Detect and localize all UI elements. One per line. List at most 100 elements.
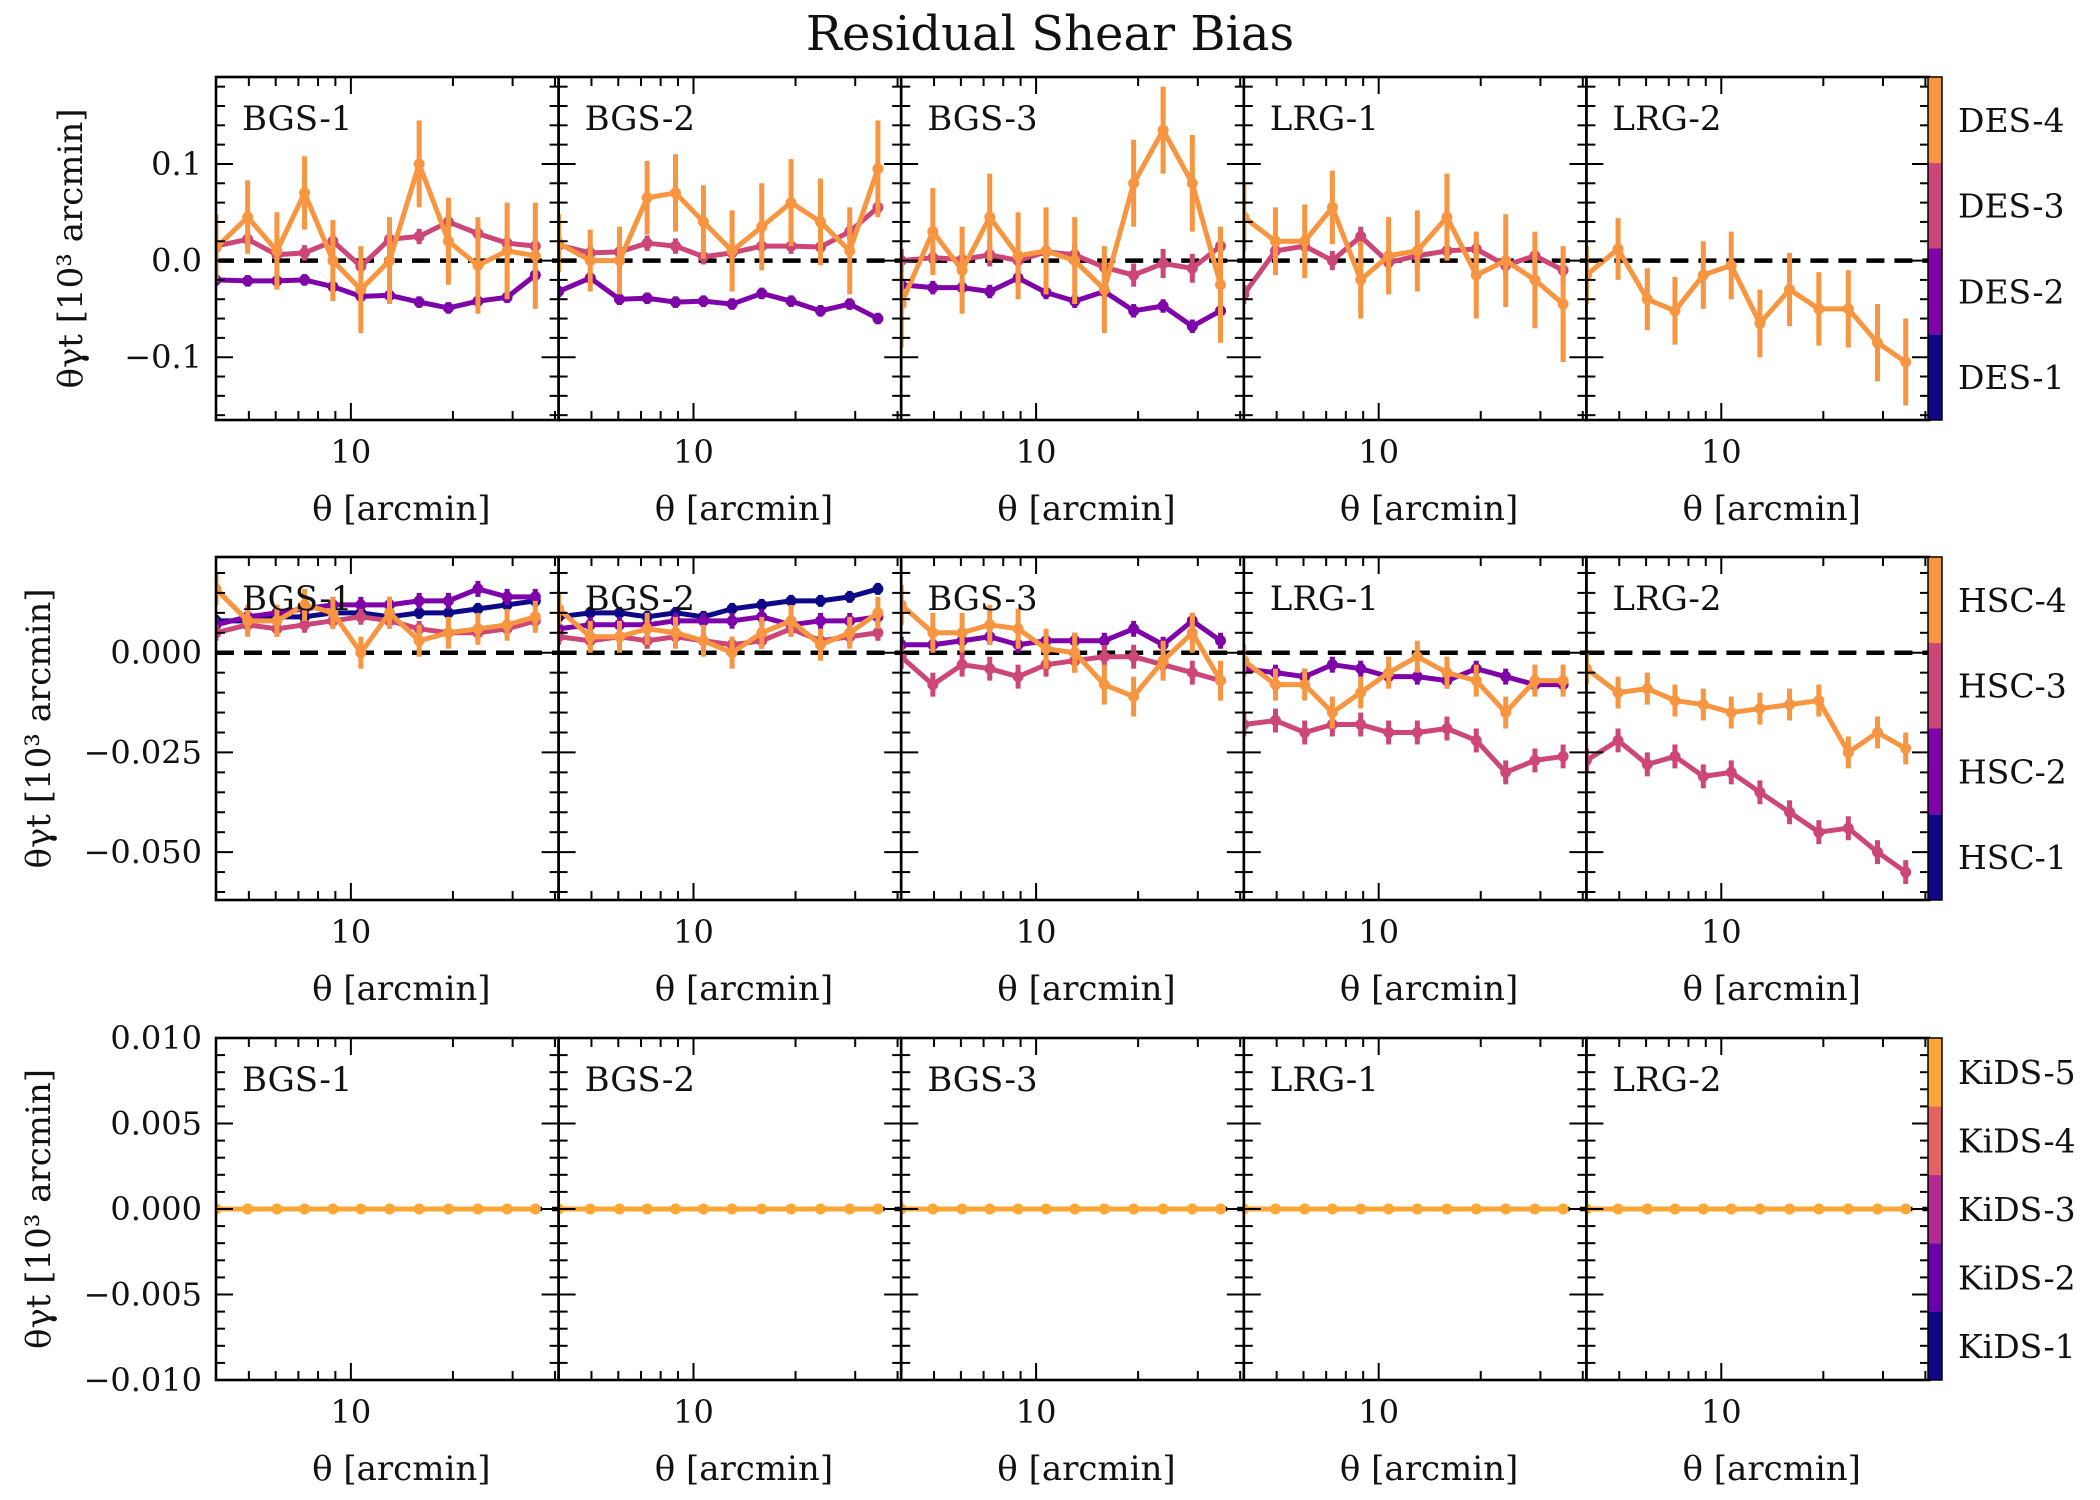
data-point	[529, 611, 541, 623]
data-point	[1215, 1203, 1227, 1215]
data-point	[785, 295, 797, 307]
data-point	[726, 603, 738, 615]
x-tick-label: 10	[1016, 433, 1057, 471]
data-point	[442, 1203, 454, 1215]
data-point	[614, 631, 626, 643]
data-point	[1355, 663, 1367, 675]
data-point	[584, 1203, 596, 1215]
data-point	[1383, 1203, 1395, 1215]
data-point	[901, 651, 907, 663]
data-point	[1069, 647, 1081, 659]
data-point	[1754, 317, 1766, 329]
data-point	[1784, 699, 1796, 711]
data-point	[641, 623, 653, 635]
data-point	[216, 583, 222, 595]
series-line	[1243, 718, 1564, 775]
x-tick-label: 10	[331, 1393, 372, 1431]
data-point	[1842, 822, 1854, 834]
data-point	[1557, 675, 1569, 687]
x-tick-label: 10	[673, 913, 714, 951]
data-point	[1012, 250, 1024, 262]
series-line	[1586, 666, 1907, 755]
data-point	[1725, 707, 1737, 719]
data-point	[872, 627, 884, 639]
data-point	[216, 242, 222, 254]
data-point	[472, 623, 484, 635]
data-point	[1243, 288, 1250, 300]
data-point	[472, 259, 484, 271]
colorbar-segment	[1928, 728, 1942, 815]
data-point	[1641, 683, 1653, 695]
data-point	[1813, 695, 1825, 707]
data-point	[1186, 627, 1198, 639]
data-point	[927, 679, 939, 691]
data-point	[299, 187, 311, 199]
data-point	[1128, 691, 1140, 703]
data-point	[1012, 623, 1024, 635]
data-point	[1529, 274, 1541, 286]
panel-label: BGS-2	[585, 579, 695, 619]
panel-label: LRG-2	[1612, 1060, 1721, 1100]
panel-lrg-2: 10 θ [arcmin] LRG-2	[1585, 555, 1931, 1009]
data-point	[1411, 726, 1423, 738]
data-point	[872, 313, 884, 325]
data-point	[1872, 1203, 1884, 1215]
data-point	[1098, 635, 1110, 647]
panel-lrg-2: 10 θ [arcmin] LRG-2	[1585, 75, 1931, 529]
data-point	[1098, 679, 1110, 691]
panel-label: LRG-2	[1612, 99, 1721, 139]
colorbar-label: KiDS-3	[1958, 1190, 2076, 1229]
data-point	[1411, 245, 1423, 257]
series-des-4	[1243, 170, 1569, 363]
data-point	[1813, 303, 1825, 315]
data-point	[1842, 303, 1854, 315]
series-hsc-4	[216, 572, 541, 669]
x-tick-label: 10	[1358, 913, 1399, 951]
series-kids-5	[558, 1203, 884, 1215]
series-hsc-4	[1243, 640, 1569, 729]
data-point	[1872, 726, 1884, 738]
data-point	[785, 615, 797, 627]
data-point	[641, 192, 653, 204]
data-point	[1900, 866, 1912, 878]
data-point	[697, 216, 709, 228]
data-point	[1669, 305, 1681, 317]
data-point	[442, 627, 454, 639]
series-group	[1586, 218, 1912, 406]
panel-bgs-3: 10 θ [arcmin] BGS-3	[899, 1036, 1246, 1489]
data-point	[1529, 1203, 1541, 1215]
data-point	[472, 583, 484, 595]
data-point	[1500, 707, 1512, 719]
data-point	[355, 284, 367, 296]
series-line	[216, 161, 536, 293]
data-point	[1669, 695, 1681, 707]
data-point	[472, 1203, 484, 1215]
data-point	[1186, 177, 1198, 189]
y-axis-label: θγt [10³ arcmin]	[19, 1069, 59, 1349]
data-point	[242, 615, 254, 627]
data-point	[1269, 235, 1281, 247]
data-point	[670, 187, 682, 199]
data-point	[785, 1203, 797, 1215]
data-point	[984, 663, 996, 675]
panel-bgs-1: 10 θ [arcmin] BGS-1	[214, 1036, 560, 1489]
data-point	[242, 1203, 254, 1215]
data-point	[1269, 679, 1281, 691]
data-point	[1470, 675, 1482, 687]
colorbar-frame	[1927, 556, 1943, 901]
data-point	[697, 615, 709, 627]
data-point	[1012, 671, 1024, 683]
data-point	[1900, 1203, 1912, 1215]
data-point	[984, 1203, 996, 1215]
data-point	[1784, 1203, 1796, 1215]
series-group	[1243, 640, 1569, 785]
data-point	[1612, 734, 1624, 746]
data-point	[1186, 1203, 1198, 1215]
colorbar-segment	[1928, 162, 1942, 249]
panel-row-2: θγt [10³ arcmin] −0.050 −0.025 0.000 10 θ [ar…	[19, 555, 2067, 1009]
data-point	[384, 1203, 396, 1215]
data-point	[1299, 235, 1311, 247]
series-hsc-4	[1586, 652, 1912, 769]
data-point	[271, 245, 283, 257]
data-point	[327, 607, 339, 619]
